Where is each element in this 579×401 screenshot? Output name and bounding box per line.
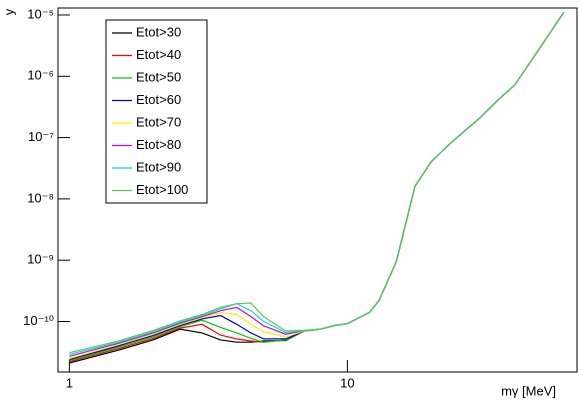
legend-label: Etot>40 xyxy=(136,47,181,62)
legend-label: Etot>30 xyxy=(136,24,181,39)
legend-label: Etot>100 xyxy=(136,182,188,197)
x-tick-label: 10 xyxy=(340,375,354,390)
y-tick-label: 10⁻⁵ xyxy=(27,6,54,21)
frame xyxy=(57,7,578,373)
x-axis-label: mγ [MeV] xyxy=(501,383,556,398)
legend-box xyxy=(105,19,208,204)
y-tick-label: 10⁻⁶ xyxy=(27,68,54,83)
series-line xyxy=(69,12,565,354)
y-tick-label: 10⁻⁸ xyxy=(27,190,54,205)
legend-label: Etot>80 xyxy=(136,137,181,152)
y-tick-label: 10⁻⁷ xyxy=(28,129,54,144)
legend-label: Etot>50 xyxy=(136,69,181,84)
y-axis-label: y xyxy=(1,8,16,15)
y-tick-label: 10⁻¹⁰ xyxy=(23,313,54,328)
x-tick-label: 1 xyxy=(66,375,73,390)
legend-label: Etot>60 xyxy=(136,92,181,107)
legend-label: Etot>90 xyxy=(136,159,181,174)
y-tick-label: 10⁻⁹ xyxy=(27,252,54,267)
legend-label: Etot>70 xyxy=(136,114,181,129)
